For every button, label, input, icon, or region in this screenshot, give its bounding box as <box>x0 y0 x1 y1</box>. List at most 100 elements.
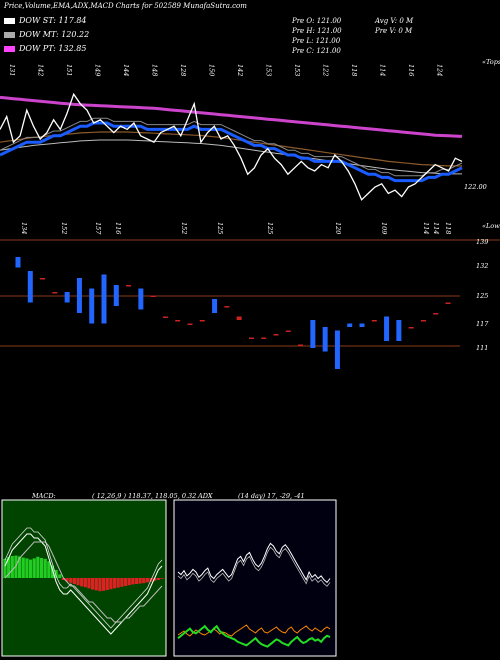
top-label-15: 124 <box>436 64 444 76</box>
top-label-8: 142 <box>236 64 244 76</box>
candle-14 <box>187 323 193 325</box>
top-label-2: 151 <box>65 64 73 76</box>
candle-13 <box>175 320 181 322</box>
candle-27 <box>347 323 353 327</box>
lows-marker: «Lows <box>482 222 500 230</box>
macd-hist-bar-30 <box>112 578 117 589</box>
macd-hist-bar-16 <box>61 578 66 580</box>
top-label-0: 131 <box>8 64 16 76</box>
candle-2 <box>40 278 46 280</box>
candle-22 <box>285 330 291 332</box>
bottom-label-0: 134 <box>20 222 28 234</box>
volume-y-tick-2: 125 <box>476 292 488 300</box>
macd-hist-bar-21 <box>80 578 84 587</box>
legend-label-st: DOW ST: 117.84 <box>19 16 87 25</box>
macd-hist-bar-39 <box>145 578 149 583</box>
bottom-label-11: 118 <box>444 222 452 234</box>
macd-hist-bar-43 <box>160 578 164 579</box>
bottom-label-7: 120 <box>334 222 342 234</box>
top-label-11: 122 <box>322 64 330 76</box>
pre-open: Pre O: 121.00 <box>292 17 342 25</box>
top-label-6: 128 <box>179 64 187 76</box>
macd-label: MACD: <box>32 492 56 500</box>
candle-0 <box>15 257 21 268</box>
ema-long-line <box>0 95 463 138</box>
candle-8 <box>113 285 119 306</box>
candle-4 <box>64 292 70 303</box>
macd-line <box>4 533 163 635</box>
ema-mid-line-2 <box>0 139 462 175</box>
macd-hist-bar-14 <box>54 570 58 578</box>
candle-5 <box>76 278 82 313</box>
adx-line <box>177 542 331 584</box>
volume-y-tick-3: 117 <box>476 320 489 328</box>
page-title: Price,Volume,EMA,ADX,MACD Charts for 502… <box>4 2 247 10</box>
bottom-label-3: 116 <box>114 222 122 234</box>
macd-hist-bar-15 <box>58 574 62 578</box>
macd-hist-bar-31 <box>116 578 120 588</box>
macd-hist-bar-29 <box>109 578 113 590</box>
macd-hist-bar-13 <box>50 565 55 578</box>
top-label-4: 144 <box>122 64 130 76</box>
top-label-3: 149 <box>94 64 102 76</box>
macd-hist-bar-38 <box>142 578 146 584</box>
top-label-9: 153 <box>265 64 273 76</box>
macd-hist-bar-1 <box>7 557 11 578</box>
bottom-label-6: 125 <box>266 222 274 234</box>
candle-33 <box>420 320 426 322</box>
macd-hist-bar-3 <box>14 555 18 578</box>
close-price-line <box>0 92 463 201</box>
ema-mid-line <box>0 131 462 167</box>
candle-19 <box>248 337 254 339</box>
signal-line <box>4 541 163 623</box>
candle-24 <box>310 320 316 348</box>
adx-line-secondary <box>177 546 331 587</box>
ema-short-line <box>0 121 463 183</box>
macd-hist-bar-17 <box>65 578 69 582</box>
macd-hist-bar-26 <box>98 578 102 592</box>
pre-close: Pre C: 121.00 <box>292 47 341 55</box>
top-label-14: 116 <box>407 64 415 76</box>
plus-di-line <box>177 624 331 637</box>
macd-hist-bar-7 <box>28 559 33 578</box>
candle-28 <box>359 323 365 327</box>
bottom-label-4: 152 <box>180 222 188 234</box>
macd-hist-bar-28 <box>105 578 109 590</box>
bottom-label-2: 157 <box>94 222 102 235</box>
macd-values: ( 12,26,9 ) 118.37, 118.05, 0.32 <box>92 492 197 500</box>
last-price-label: 122.00 <box>464 183 487 191</box>
macd-hist-bar-8 <box>32 558 36 578</box>
prev-volume: Pre V: 0 M <box>375 27 413 35</box>
top-label-7: 150 <box>208 64 216 76</box>
candle-1 <box>27 271 33 303</box>
macd-hist-bar-6 <box>25 558 29 578</box>
legend-swatch-pt <box>4 45 15 52</box>
candle-23 <box>298 344 304 346</box>
macd-hist-bar-33 <box>123 578 128 586</box>
legend-label-pt: DOW PT: 132.85 <box>19 44 87 53</box>
minus-di-line <box>177 624 331 648</box>
macd-hist-bar-24 <box>91 578 95 590</box>
legend-swatch-st <box>4 17 15 24</box>
macd-hist-bar-2 <box>10 556 14 578</box>
candle-32 <box>408 327 414 329</box>
candle-17 <box>224 306 230 308</box>
candle-21 <box>273 334 279 336</box>
macd-hist-bar-19 <box>72 578 76 584</box>
top-label-12: 118 <box>350 64 358 76</box>
macd-hist-bar-11 <box>43 558 47 578</box>
candle-20 <box>261 337 267 339</box>
macd-hist-bar-9 <box>36 556 40 578</box>
candle-9 <box>126 285 132 287</box>
adx-values: (14 day) 17, -29, -41 <box>238 492 305 500</box>
top-label-5: 148 <box>151 64 159 76</box>
candle-31 <box>396 320 402 341</box>
ema-short-shadow-line <box>0 117 463 177</box>
candle-29 <box>371 320 377 322</box>
candle-16 <box>212 299 218 313</box>
candle-10 <box>138 288 144 310</box>
candle-7 <box>101 274 107 324</box>
candle-18 <box>236 316 242 320</box>
bottom-label-1: 152 <box>60 222 68 234</box>
